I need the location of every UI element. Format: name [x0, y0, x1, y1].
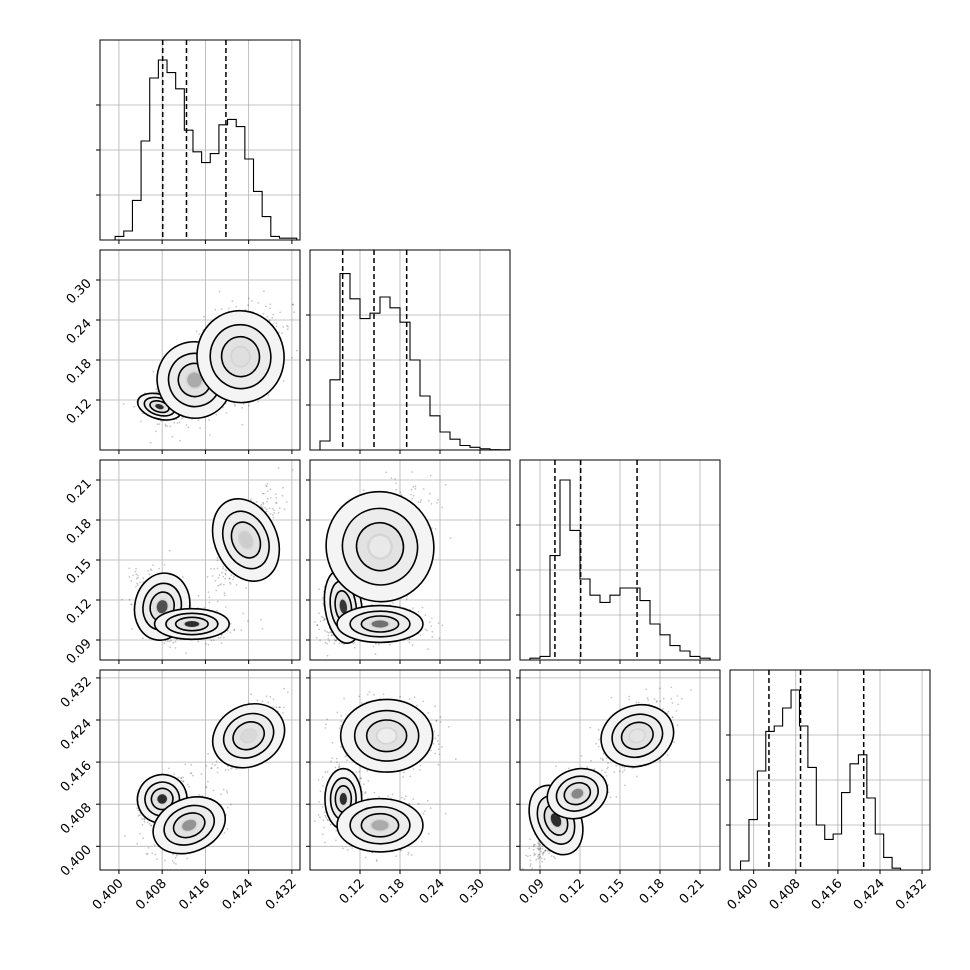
scatter-panel-1-3-mode-1-core	[371, 820, 389, 831]
scatter-panel-0-3-mode-0-core	[157, 794, 168, 804]
y-tick-label-param-2-1: 0.12	[64, 596, 95, 627]
hist-panel-1-border	[309, 249, 511, 451]
hist-panel-0-histogram-line	[114, 59, 298, 240]
scatter-panel-0-3-border	[99, 669, 301, 871]
scatter-panel-1-2-mode-2-core	[369, 535, 391, 558]
scatter-panel-2-3-mode-2	[600, 704, 675, 768]
scatter-panel-2-3-mode-1-core	[571, 788, 584, 799]
x-tick-label-param-1-3: 0.30	[457, 876, 488, 907]
scatter-panel-0-2-mode-1-core	[184, 621, 200, 627]
scatter-panel-1-2-mode-1-core	[371, 620, 389, 628]
scatter-panel-0-3-mode-1-core	[182, 819, 197, 831]
hist-panel-3-border	[729, 669, 931, 871]
scatter-panel-1-2-mode-2	[325, 490, 435, 603]
scatter-panel-0-3-mode-2-core	[241, 729, 256, 743]
hist-panel-2-histogram-line	[520, 479, 720, 661]
hist-panel-0-border	[99, 39, 301, 241]
x-tick-label-param-2-3: 0.18	[637, 876, 668, 907]
scatter-panel-1-3-border	[309, 669, 511, 871]
x-tick-label-param-2-4: 0.21	[677, 876, 708, 907]
hist-panel-3-background	[730, 670, 930, 870]
scatter-panel-1-3	[309, 669, 511, 871]
scatter-panel-0-1-mode-0-core	[155, 404, 164, 410]
x-tick-label-param-0-4: 0.432	[263, 876, 300, 913]
y-tick-label-param-1-0: 0.12	[64, 396, 95, 427]
y-tick-label-param-2-0: 0.09	[64, 636, 95, 667]
scatter-panel-1-3-mode-1	[336, 797, 424, 853]
scatter-panel-1-2	[309, 459, 511, 661]
y-tick-label-param-1-2: 0.24	[64, 316, 95, 347]
scatter-panel-2-3-mode-0-core	[550, 813, 562, 827]
x-tick-label-param-3-0: 0.400	[725, 876, 762, 913]
y-tick-label-param-3-1: 0.408	[58, 800, 95, 837]
hist-panel-1	[306, 249, 511, 451]
scatter-panel-0-1-mode-1-core	[187, 372, 202, 388]
hist-panel-0-background	[100, 40, 300, 240]
x-tick-label-param-2-1: 0.12	[557, 876, 588, 907]
scatter-panel-2-3	[519, 669, 721, 871]
x-tick-label-param-1-0: 0.12	[337, 876, 368, 907]
scatter-panel-0-3	[99, 669, 301, 871]
scatter-panel-1-3-mode-2-core	[377, 728, 396, 743]
scatter-panel-0-2-mode-2	[211, 497, 281, 582]
scatter-panel-0-2-mode-1	[153, 607, 230, 641]
scatter-panel-2-3-mode-2-core	[630, 729, 645, 742]
scatter-panel-0-1-border	[99, 249, 301, 451]
hist-panel-3	[726, 669, 931, 871]
scatter-panel-0-2-mode-2-core	[239, 531, 253, 549]
scatter-panel-1-2-mode-1	[336, 604, 424, 644]
hist-panel-1-histogram-line	[310, 273, 511, 451]
scatter-panel-2-3-mode-1	[546, 767, 609, 820]
y-tick-label-param-3-4: 0.432	[58, 674, 95, 711]
scatter-panel-0-1-mode-2	[196, 309, 285, 404]
x-tick-label-param-2-2: 0.15	[597, 876, 628, 907]
y-tick-label-param-1-3: 0.30	[64, 276, 95, 307]
x-tick-label-param-1-2: 0.24	[417, 876, 448, 907]
y-tick-label-param-3-2: 0.416	[58, 758, 95, 795]
scatter-panel-1-3-mode-2	[339, 698, 434, 773]
x-tick-label-param-0-0: 0.400	[90, 876, 127, 913]
y-tick-label-param-3-0: 0.400	[58, 843, 95, 880]
scatter-panel-0-3-mode-2	[211, 703, 286, 769]
x-tick-label-param-1-1: 0.18	[377, 876, 408, 907]
x-tick-label-param-0-1: 0.408	[133, 876, 170, 913]
scatter-panel-0-2	[99, 459, 301, 661]
x-tick-label-param-2-0: 0.09	[517, 876, 548, 907]
scatter-panel-0-1-mode-2-core	[232, 347, 250, 366]
scatter-panel-1-2-mode-0-core	[339, 599, 348, 614]
y-tick-label-param-1-1: 0.18	[64, 356, 95, 387]
y-tick-label-param-2-2: 0.15	[64, 556, 95, 587]
x-tick-label-param-3-2: 0.416	[809, 876, 846, 913]
hist-panel-3-histogram-line	[739, 689, 918, 871]
scatter-panel-0-3-mode-1	[152, 796, 226, 855]
y-tick-label-param-2-3: 0.18	[64, 516, 95, 547]
scatter-panel-1-3-mode-0-core	[339, 793, 347, 805]
x-tick-label-param-0-3: 0.424	[220, 876, 257, 913]
x-tick-label-param-3-1: 0.408	[767, 876, 804, 913]
hist-panel-2	[516, 459, 721, 661]
hist-panel-0	[96, 39, 301, 241]
scatter-panel-0-1	[99, 249, 301, 451]
x-tick-label-param-3-4: 0.432	[893, 876, 930, 913]
y-tick-label-param-3-3: 0.424	[58, 716, 95, 753]
x-tick-label-param-3-3: 0.424	[851, 876, 888, 913]
scatter-panel-0-2-mode-0-core	[156, 600, 168, 614]
y-tick-label-param-2-4: 0.21	[64, 476, 95, 507]
x-tick-label-param-0-2: 0.416	[176, 876, 213, 913]
